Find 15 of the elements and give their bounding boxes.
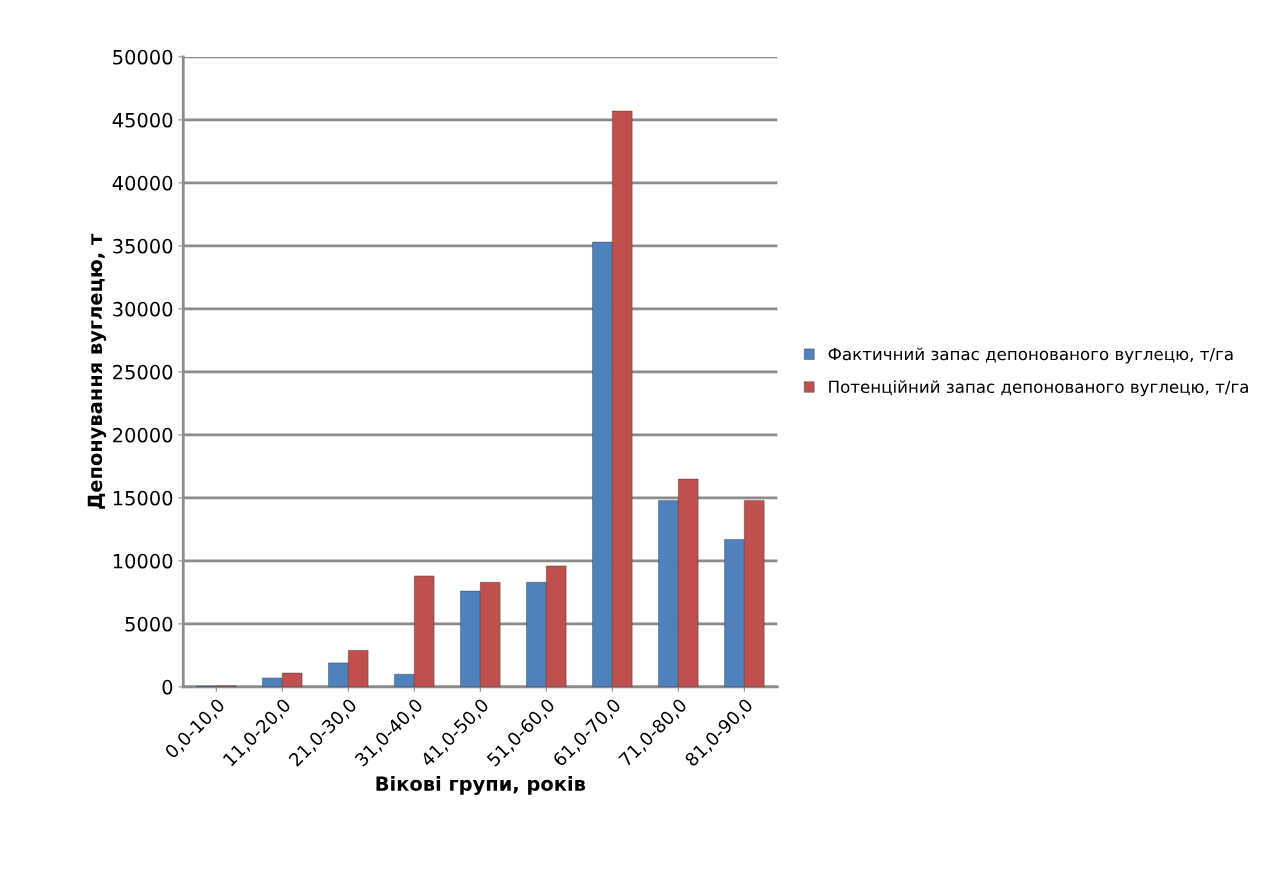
legend-label: Потенційний запас депонованого вуглецю, т/га	[829, 380, 1248, 397]
y-tick-label: 30000	[113, 301, 173, 317]
y-tick-label: 10000	[113, 553, 173, 569]
y-tick-label: 20000	[113, 427, 173, 443]
y-tick-label: 0	[162, 679, 173, 695]
y-tick-label: 35000	[113, 238, 173, 254]
legend-label: Фактичний запас депонованого вуглецю, т/га	[828, 347, 1233, 364]
y-tick-label: 45000	[112, 112, 173, 128]
y-tick-label: 25000	[113, 364, 173, 380]
y-tick-label: 50000	[113, 49, 173, 65]
y-tick-label: 40000	[112, 175, 173, 191]
y-tick-label: 5000	[125, 616, 173, 632]
x-axis-title: Вікові групи, років	[376, 775, 586, 795]
y-axis-title: Депонування вуглецю, т	[87, 233, 107, 509]
y-tick-label: 15000	[113, 490, 173, 506]
